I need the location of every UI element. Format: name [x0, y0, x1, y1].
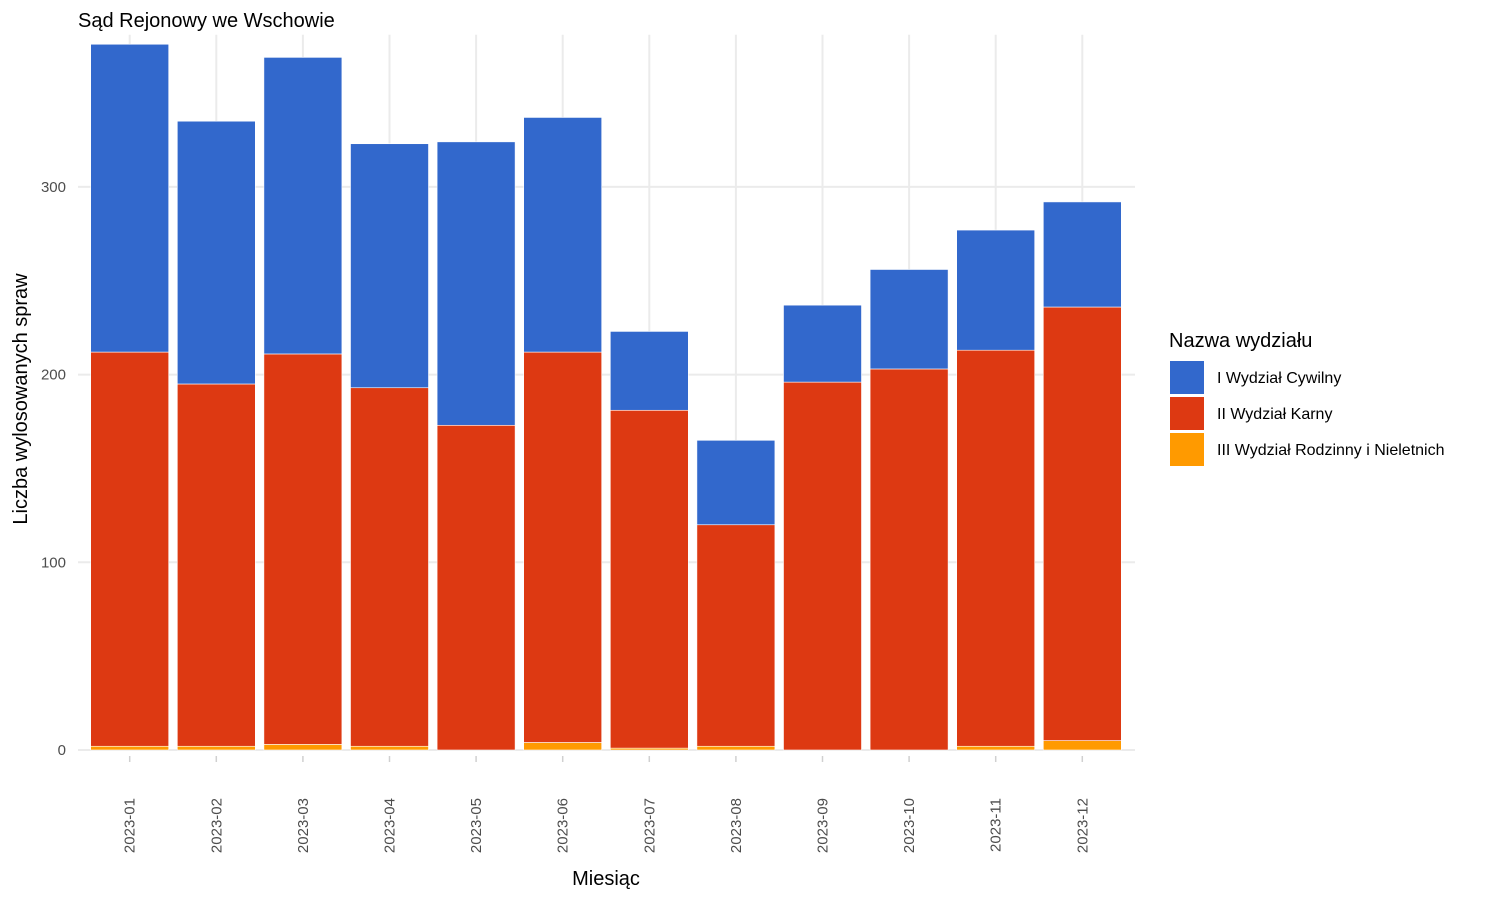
bar-segment: [263, 744, 343, 751]
bar-segment: [177, 120, 256, 385]
y-axis-title: Liczba wylosowanych spraw: [10, 273, 32, 525]
bar-segment: [1043, 201, 1122, 308]
bar-segment: [523, 351, 603, 743]
x-tick-label: 2023-06: [555, 798, 572, 853]
axis-ticks: 0 100 200 300 2023-01 2023-02 2023-03 2023-04 20…: [41, 179, 1091, 853]
bar-segment: [1043, 306, 1122, 741]
x-tick-label: 2023-05: [468, 798, 485, 853]
bar-segment: [90, 351, 169, 747]
bar-segment: [177, 383, 256, 747]
bar-segment: [263, 353, 343, 745]
x-tick-label: 2023-04: [382, 798, 399, 853]
bar-segment: [783, 304, 862, 383]
x-tick-label: 2023-02: [208, 798, 225, 853]
x-tick-label: 2023-12: [1074, 798, 1091, 853]
legend-label: I Wydział Cywilny: [1217, 370, 1341, 387]
bar-segment: [523, 742, 603, 751]
legend-swatch: [1170, 433, 1204, 466]
legend-swatch: [1170, 361, 1204, 394]
bar-segment: [956, 349, 1036, 747]
y-tick-label: 200: [41, 367, 66, 384]
bar-segment: [436, 141, 516, 426]
bar-segment: [609, 331, 689, 411]
x-tick-label: 2023-07: [641, 798, 658, 853]
bar-segment: [609, 409, 689, 749]
bars: [90, 43, 1122, 751]
bar-segment: [350, 745, 429, 751]
bar-segment: [90, 745, 169, 751]
bar-segment: [90, 43, 169, 353]
legend: Nazwa wydziału I Wydział Cywilny II Wydzi…: [1169, 330, 1445, 466]
y-tick-label: 300: [41, 179, 66, 196]
y-tick-label: 100: [41, 554, 66, 571]
x-tick-label: 2023-09: [815, 798, 832, 853]
bar-segment: [869, 368, 949, 751]
bar-segment: [696, 439, 776, 526]
x-tick-label: 2023-03: [295, 798, 312, 853]
legend-title: Nazwa wydziału: [1169, 330, 1312, 352]
bar-segment: [956, 745, 1036, 751]
y-tick-label: 0: [58, 742, 66, 759]
bar-segment: [523, 117, 603, 353]
bar-segment: [177, 745, 256, 751]
x-tick-label: 2023-01: [122, 798, 139, 853]
legend-label: II Wydział Karny: [1217, 406, 1332, 423]
x-tick-label: 2023-10: [901, 798, 918, 853]
bar-segment: [956, 229, 1036, 351]
bar-segment: [1043, 740, 1122, 751]
bar-segment: [350, 387, 429, 747]
legend-label: III Wydział Rodzinny i Nieletnich: [1217, 442, 1445, 459]
bar-segment: [696, 745, 776, 751]
bar-segment: [869, 269, 949, 370]
chart-title: Sąd Rejonowy we Wschowie: [78, 10, 335, 32]
bar-segment: [783, 381, 862, 751]
bar-segment: [696, 524, 776, 747]
x-tick-label: 2023-08: [728, 798, 745, 853]
bar-segment: [350, 143, 429, 389]
bar-segment: [263, 57, 343, 355]
bar-segment: [436, 424, 516, 751]
x-axis-title: Miesiąc: [572, 868, 640, 890]
x-tick-label: 2023-11: [988, 798, 1005, 852]
legend-items: I Wydział Cywilny II Wydział Karny III Wyd…: [1170, 361, 1445, 466]
legend-swatch: [1170, 397, 1204, 430]
